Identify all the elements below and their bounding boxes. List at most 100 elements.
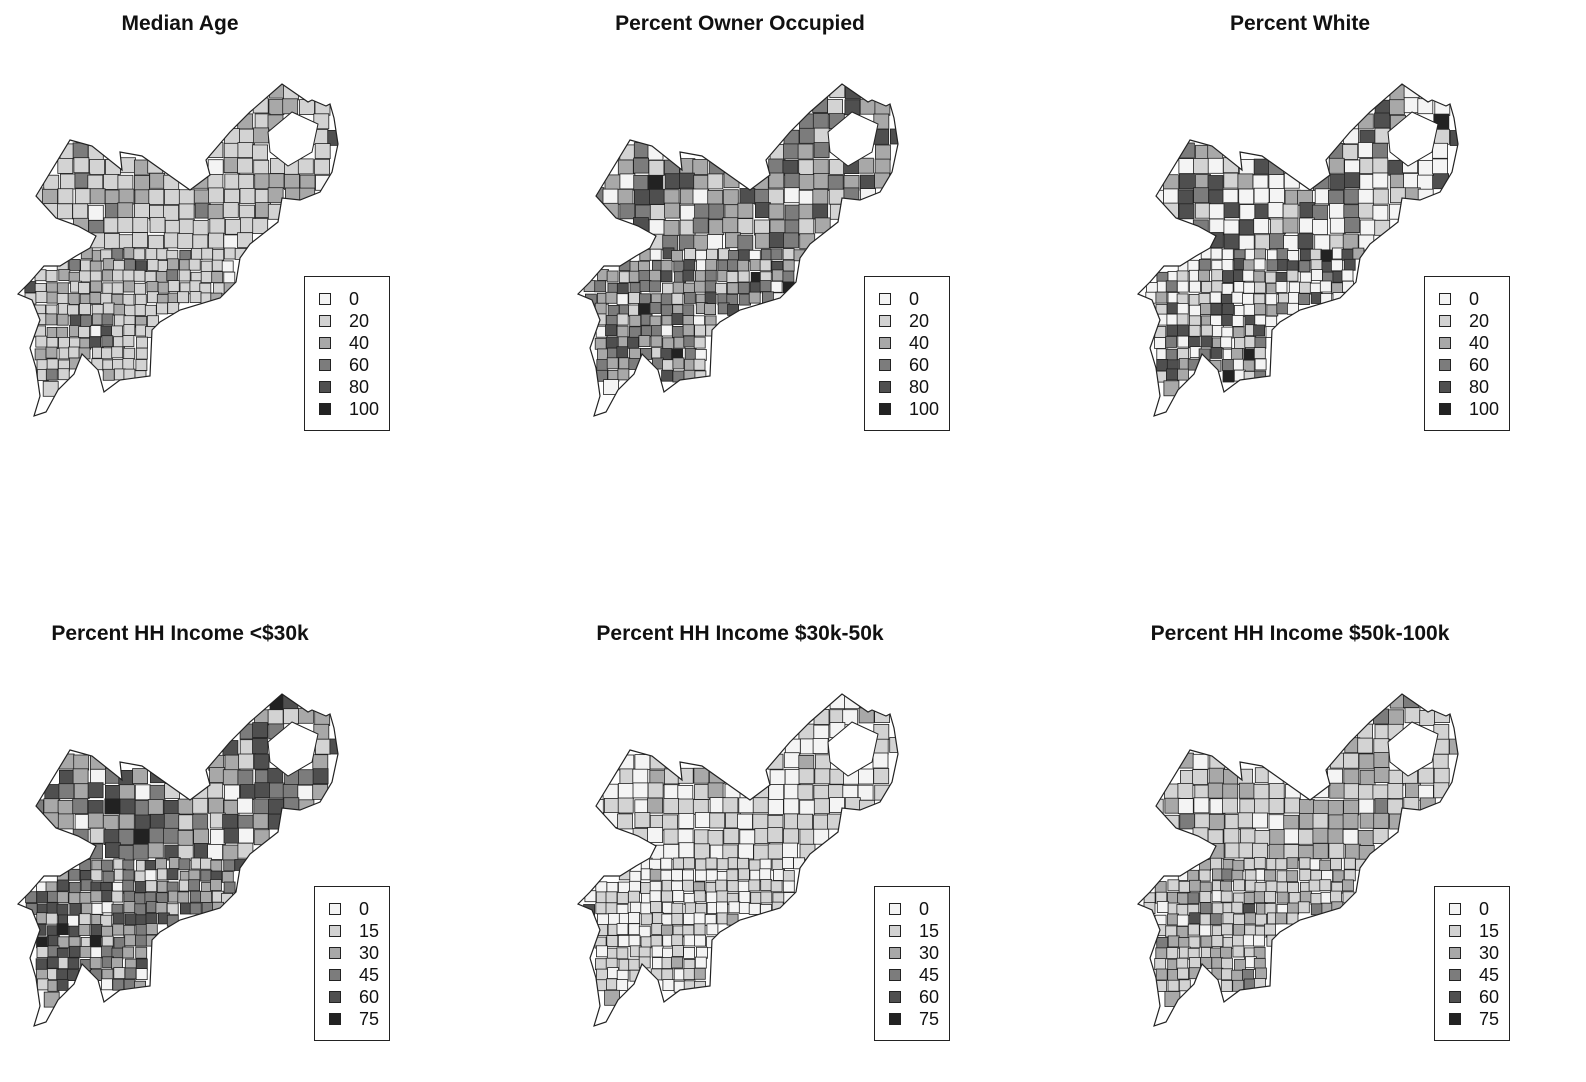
census-tract xyxy=(682,304,695,317)
census-tract xyxy=(1143,892,1156,905)
census-tract xyxy=(1404,707,1421,724)
census-tract xyxy=(728,901,741,914)
census-tract xyxy=(707,829,724,846)
census-tract xyxy=(134,293,147,306)
census-tract xyxy=(239,784,256,801)
census-tract xyxy=(1177,892,1189,905)
census-tract xyxy=(89,232,106,249)
census-tract xyxy=(1330,259,1343,272)
census-tract xyxy=(101,859,113,872)
census-tract xyxy=(678,234,695,251)
census-tract xyxy=(1288,281,1301,294)
legend-label: 60 xyxy=(909,354,930,375)
census-tract xyxy=(46,358,59,371)
legend-label: 60 xyxy=(1469,354,1490,375)
census-tract xyxy=(784,768,801,785)
census-tract xyxy=(177,798,194,815)
census-tract xyxy=(1372,204,1389,221)
census-tract xyxy=(617,935,630,948)
census-tract xyxy=(874,144,891,161)
census-tract xyxy=(603,379,619,396)
census-tract xyxy=(1189,912,1201,925)
census-tract xyxy=(1433,767,1450,784)
census-tract xyxy=(797,143,814,160)
census-tract xyxy=(783,187,800,204)
census-tract xyxy=(628,890,640,903)
census-tract xyxy=(1222,303,1234,315)
census-tract xyxy=(705,891,718,904)
census-tract xyxy=(660,270,673,283)
census-tract xyxy=(133,248,146,261)
census-tract xyxy=(1208,814,1225,831)
census-tract xyxy=(145,248,158,261)
census-tract xyxy=(706,923,719,936)
census-tract xyxy=(58,783,75,800)
census-tract xyxy=(36,891,49,903)
census-tract xyxy=(618,881,630,894)
census-tract xyxy=(207,204,224,221)
census-tract xyxy=(1299,890,1312,903)
census-tract xyxy=(813,798,830,815)
legend-item: 75 xyxy=(889,1009,939,1029)
census-tract xyxy=(1276,302,1289,315)
legend-swatch xyxy=(1449,903,1461,915)
census-tract xyxy=(1253,798,1270,815)
census-tract xyxy=(760,879,773,891)
census-tract xyxy=(1177,782,1194,799)
census-tract xyxy=(683,980,696,993)
census-tract xyxy=(619,203,636,220)
census-tract xyxy=(1358,798,1375,815)
census-tract xyxy=(124,304,136,317)
census-tract xyxy=(1372,828,1389,845)
census-tract xyxy=(145,923,158,935)
census-tract xyxy=(874,158,891,175)
census-tract xyxy=(1253,783,1270,800)
census-tract xyxy=(101,313,114,326)
census-tract xyxy=(828,188,845,205)
census-tract xyxy=(1310,269,1323,282)
census-tract xyxy=(163,232,180,249)
census-tract xyxy=(101,935,114,948)
census-tract xyxy=(118,188,135,205)
census-tract xyxy=(112,269,124,282)
census-tract xyxy=(671,902,684,915)
census-tract xyxy=(798,754,815,771)
map-legend: 0 20 40 60 80 100 xyxy=(304,276,390,431)
census-tract xyxy=(1164,797,1181,814)
census-tract xyxy=(859,188,876,205)
legend-label: 15 xyxy=(919,920,940,941)
census-tract xyxy=(221,260,234,273)
legend-item: 15 xyxy=(329,921,379,941)
census-tract xyxy=(1282,203,1299,220)
legend-swatch xyxy=(319,381,331,393)
census-tract xyxy=(640,936,653,949)
legend-swatch xyxy=(319,293,331,305)
census-tract xyxy=(146,281,159,293)
census-tract xyxy=(101,890,114,903)
census-tract xyxy=(1359,219,1376,236)
census-tract xyxy=(660,869,673,882)
census-tract xyxy=(651,945,664,958)
census-tract xyxy=(693,174,710,191)
legend-swatch xyxy=(889,969,901,981)
census-tract xyxy=(80,879,93,892)
census-tract xyxy=(238,753,255,770)
census-tract xyxy=(89,292,102,304)
census-tract xyxy=(133,175,150,191)
census-tract xyxy=(89,336,101,349)
census-tract xyxy=(73,157,90,174)
census-tract xyxy=(282,694,299,711)
census-tract xyxy=(812,188,829,205)
census-tract xyxy=(237,142,254,159)
census-tract xyxy=(1298,857,1311,870)
legend-item: 0 xyxy=(1439,289,1479,309)
census-tract xyxy=(1264,869,1276,882)
census-tract xyxy=(56,313,69,326)
census-tract xyxy=(1276,248,1289,261)
census-tract xyxy=(252,144,269,161)
census-tract xyxy=(283,708,299,725)
census-tract xyxy=(1328,842,1345,859)
census-tract xyxy=(79,946,92,958)
census-tract xyxy=(752,813,769,830)
census-tract xyxy=(57,813,74,830)
